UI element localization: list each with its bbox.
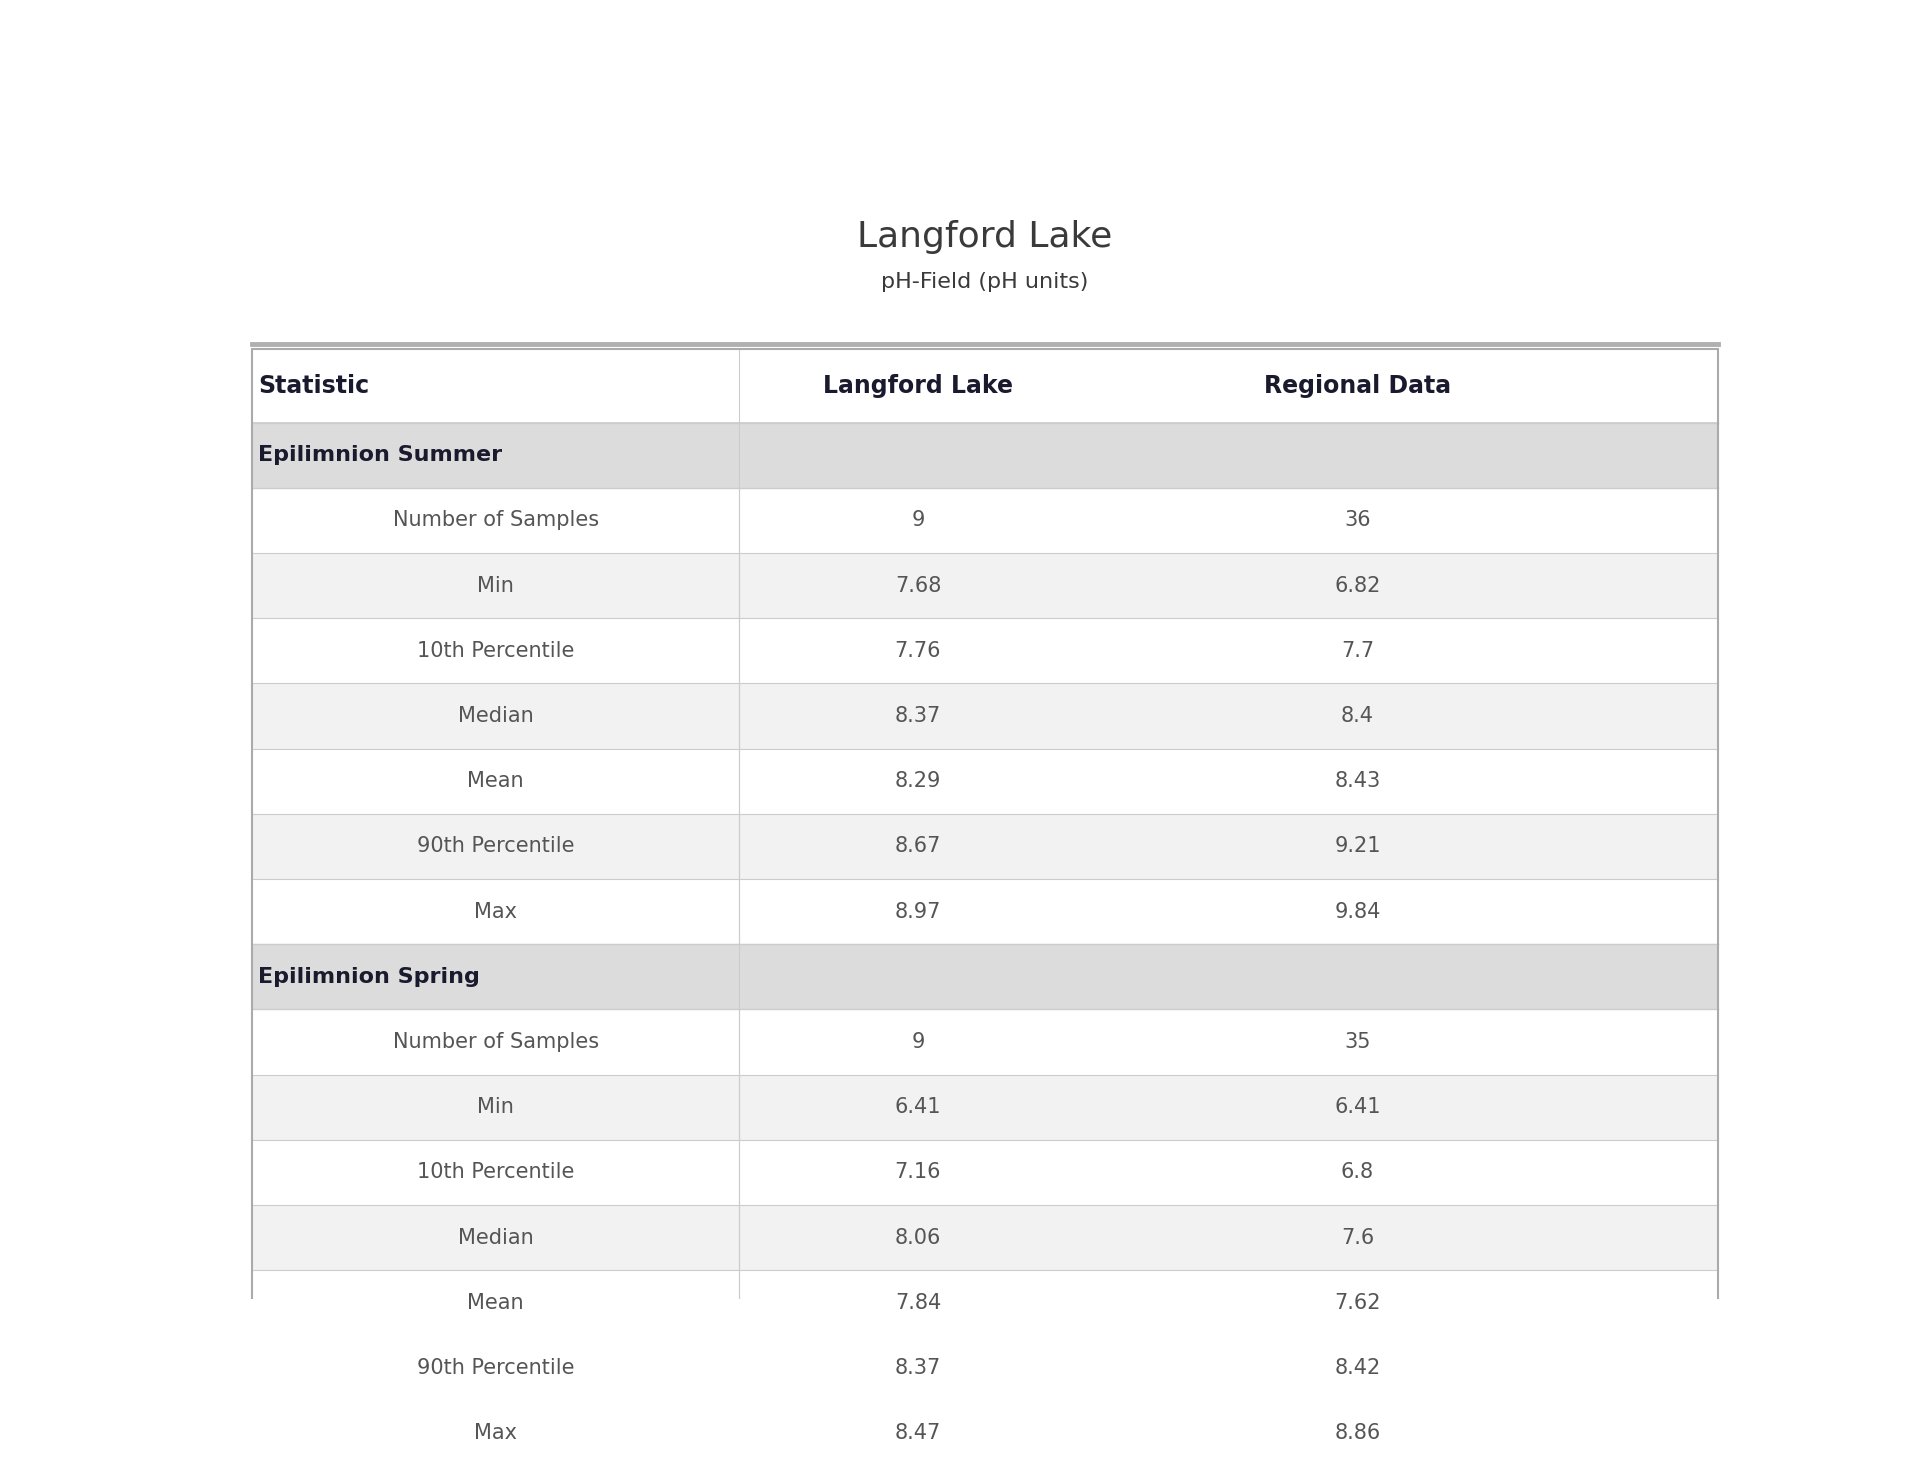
Text: Epilimnion Spring: Epilimnion Spring <box>258 967 480 987</box>
Text: 9: 9 <box>911 1032 924 1053</box>
Text: Statistic: Statistic <box>258 374 369 399</box>
Text: Min: Min <box>477 1096 515 1117</box>
Text: 7.7: 7.7 <box>1342 641 1374 661</box>
Text: Max: Max <box>475 1424 517 1442</box>
Text: 6.41: 6.41 <box>1334 1096 1380 1117</box>
Text: Epilimnion Summer: Epilimnion Summer <box>258 445 502 466</box>
Text: Max: Max <box>475 902 517 921</box>
Text: 35: 35 <box>1343 1032 1370 1053</box>
Bar <box>252 1009 1718 1075</box>
Text: 6.8: 6.8 <box>1342 1162 1374 1183</box>
Bar <box>252 422 1718 488</box>
Text: Regional Data: Regional Data <box>1265 374 1451 399</box>
Text: 10th Percentile: 10th Percentile <box>417 1162 575 1183</box>
Text: 8.37: 8.37 <box>896 707 942 726</box>
Bar <box>252 1270 1718 1336</box>
Text: 7.84: 7.84 <box>896 1292 942 1313</box>
Text: 8.43: 8.43 <box>1334 771 1380 791</box>
Bar <box>252 1140 1718 1204</box>
Text: 8.06: 8.06 <box>896 1228 942 1247</box>
Text: 9.84: 9.84 <box>1334 902 1380 921</box>
Bar <box>252 813 1718 879</box>
Text: 90th Percentile: 90th Percentile <box>417 837 575 857</box>
Text: 7.16: 7.16 <box>896 1162 942 1183</box>
Text: Mean: Mean <box>467 1292 525 1313</box>
Bar <box>252 683 1718 749</box>
Text: 9: 9 <box>911 511 924 530</box>
Text: 6.41: 6.41 <box>896 1096 942 1117</box>
Bar <box>252 1336 1718 1400</box>
Text: 8.42: 8.42 <box>1334 1358 1380 1378</box>
Text: 7.6: 7.6 <box>1342 1228 1374 1247</box>
Bar <box>252 945 1718 1009</box>
Text: 8.67: 8.67 <box>896 837 942 857</box>
Bar <box>252 1075 1718 1140</box>
Bar <box>252 749 1718 813</box>
Text: 7.76: 7.76 <box>896 641 942 661</box>
Text: 8.86: 8.86 <box>1334 1424 1380 1442</box>
Bar <box>252 879 1718 945</box>
Bar <box>252 488 1718 553</box>
Text: Langford Lake: Langford Lake <box>823 374 1013 399</box>
Text: 7.62: 7.62 <box>1334 1292 1380 1313</box>
Text: 7.68: 7.68 <box>896 575 942 596</box>
Bar <box>252 553 1718 618</box>
Bar <box>252 349 1718 422</box>
Text: Mean: Mean <box>467 771 525 791</box>
Bar <box>252 1400 1718 1460</box>
Text: Number of Samples: Number of Samples <box>392 511 600 530</box>
Bar <box>252 1204 1718 1270</box>
Text: Median: Median <box>457 707 534 726</box>
Text: Number of Samples: Number of Samples <box>392 1032 600 1053</box>
Text: 36: 36 <box>1343 511 1370 530</box>
Text: 8.37: 8.37 <box>896 1358 942 1378</box>
Text: 6.82: 6.82 <box>1334 575 1380 596</box>
Text: Median: Median <box>457 1228 534 1247</box>
Text: 8.47: 8.47 <box>896 1424 942 1442</box>
Text: pH-Field (pH units): pH-Field (pH units) <box>882 272 1088 292</box>
Text: 90th Percentile: 90th Percentile <box>417 1358 575 1378</box>
Text: 8.97: 8.97 <box>896 902 942 921</box>
Text: 10th Percentile: 10th Percentile <box>417 641 575 661</box>
Text: 8.4: 8.4 <box>1342 707 1374 726</box>
Bar <box>252 618 1718 683</box>
Text: 9.21: 9.21 <box>1334 837 1380 857</box>
Text: Langford Lake: Langford Lake <box>857 220 1113 254</box>
Text: Min: Min <box>477 575 515 596</box>
Text: 8.29: 8.29 <box>896 771 942 791</box>
